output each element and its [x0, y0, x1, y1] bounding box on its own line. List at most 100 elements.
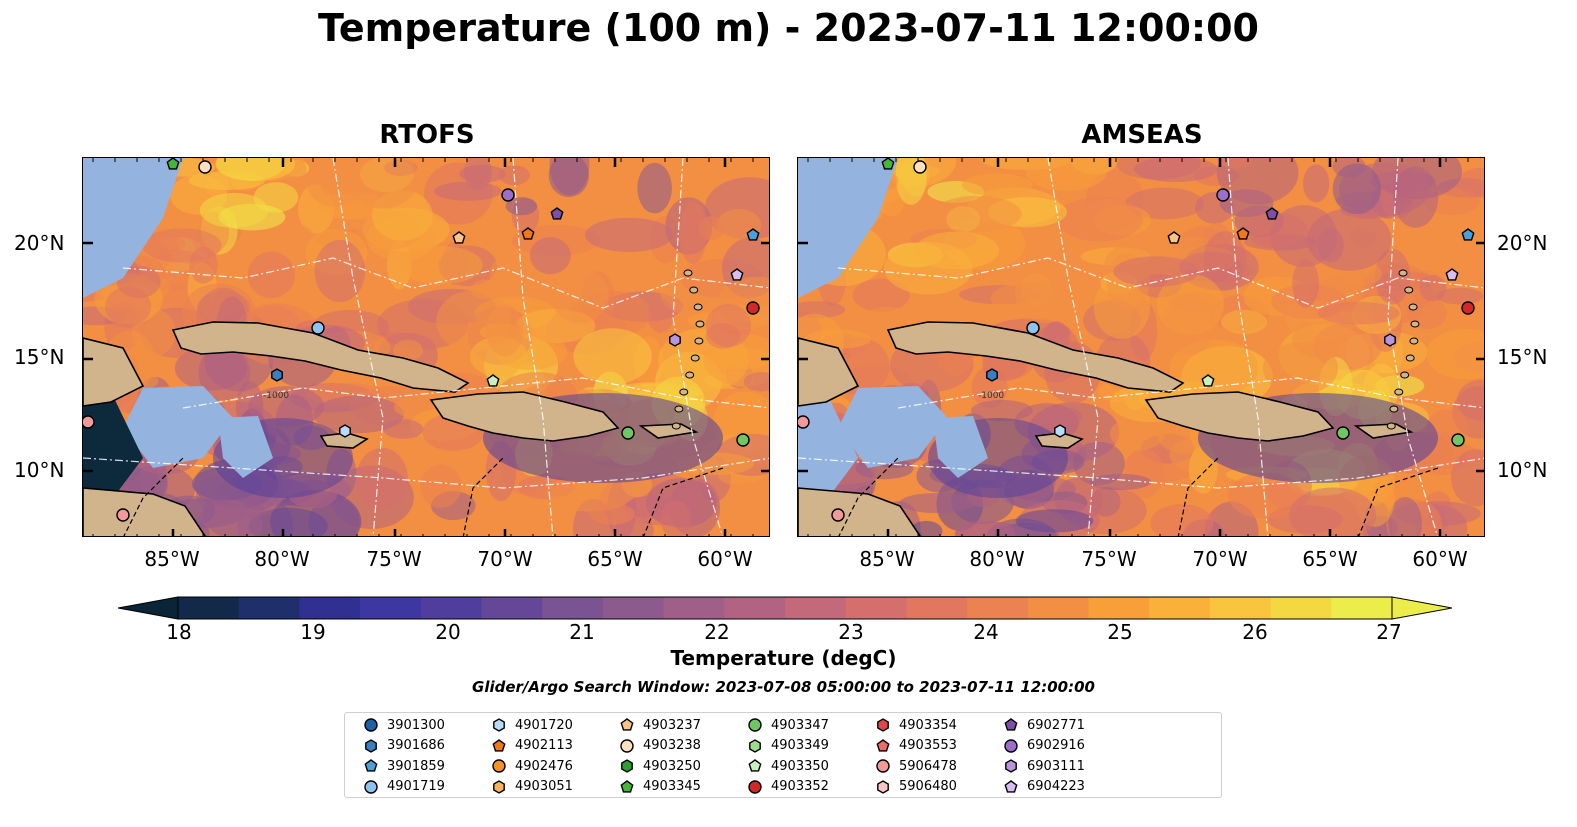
- xtick-p1-70w: 70°W: [477, 547, 533, 571]
- temperature-field: [990, 282, 1073, 316]
- float-marker-6903111[interactable]: [1384, 333, 1396, 347]
- temperature-field: [1374, 248, 1411, 305]
- float-marker-6902771[interactable]: [1265, 207, 1279, 220]
- legend-marker-4903347[interactable]: [748, 718, 762, 732]
- xtick-p2-80w: 80°W: [969, 547, 1025, 571]
- legend-marker-4903051[interactable]: [493, 779, 505, 794]
- legend-label: 3901686: [387, 738, 445, 753]
- float-marker-4903238[interactable]: [198, 160, 212, 174]
- temperature-field: [1289, 487, 1377, 536]
- legend-marker-4903553[interactable]: [876, 738, 890, 752]
- float-marker-5906478[interactable]: [83, 415, 95, 429]
- legend-marker-6902916[interactable]: [1004, 738, 1018, 753]
- lesser-antilles-island: [689, 286, 699, 294]
- float-marker-6903111[interactable]: [669, 333, 681, 347]
- float-marker-4901720[interactable]: [1054, 424, 1066, 438]
- temperature-field: [970, 399, 1033, 422]
- legend-marker-3901686[interactable]: [365, 738, 377, 753]
- float-marker-4903237[interactable]: [452, 231, 466, 244]
- colorbar-tick-25: 25: [1107, 620, 1133, 644]
- float-marker-6902916[interactable]: [1216, 188, 1230, 202]
- colorbar-tick-26: 26: [1242, 620, 1268, 644]
- float-marker-3901859[interactable]: [1461, 228, 1475, 241]
- float-marker-4903347[interactable]: [736, 433, 750, 447]
- legend-marker-4903350[interactable]: [748, 759, 762, 772]
- temperature-field: [1303, 164, 1330, 203]
- legend-marker-4901719[interactable]: [364, 779, 378, 794]
- float-marker-4903347[interactable]: [621, 426, 635, 440]
- legend-marker-6902771[interactable]: [1004, 718, 1018, 731]
- xtick-p2-75w: 75°W: [1081, 547, 1137, 571]
- float-marker-6904223[interactable]: [730, 268, 744, 281]
- float-marker-5906478[interactable]: [831, 508, 845, 522]
- float-marker-6904223[interactable]: [1445, 268, 1459, 281]
- legend-marker-5906480[interactable]: [877, 779, 889, 794]
- ytick-left-20n: 20°N: [14, 231, 65, 255]
- map-amseas[interactable]: -1000: [797, 157, 1485, 537]
- float-marker-4903237[interactable]: [1167, 231, 1181, 244]
- float-marker-4903238[interactable]: [913, 160, 927, 174]
- legend-item-4903237: 4903237: [619, 717, 701, 733]
- temperature-field: [1317, 301, 1400, 325]
- legend-item-4903250: 4903250: [619, 758, 701, 774]
- temperature-field: [1457, 167, 1484, 198]
- legend-marker-4903345[interactable]: [620, 779, 634, 793]
- legend-marker-3901859[interactable]: [364, 759, 378, 772]
- float-marker-4903347[interactable]: [1451, 433, 1465, 447]
- float-marker-4903352[interactable]: [1461, 301, 1475, 315]
- float-marker-4902113[interactable]: [521, 227, 535, 240]
- legend-item-4903238: 4903238: [619, 738, 701, 754]
- yucatan-land: [798, 337, 860, 407]
- temperature-field: [573, 328, 652, 385]
- float-marker-4903350[interactable]: [486, 374, 500, 387]
- legend-marker-4903354[interactable]: [877, 718, 889, 732]
- float-marker-3901686[interactable]: [271, 368, 283, 382]
- colorbar-label: Temperature (degC): [670, 646, 897, 670]
- float-marker-4903345[interactable]: [166, 158, 180, 170]
- legend-marker-5906478[interactable]: [876, 759, 890, 773]
- temperature-field: [1450, 449, 1484, 507]
- float-marker-6902771[interactable]: [550, 207, 564, 220]
- temperature-field: [546, 474, 636, 512]
- hexagon-icon: [877, 718, 889, 732]
- legend-marker-4903237[interactable]: [620, 718, 634, 731]
- legend-marker-4902476[interactable]: [492, 759, 506, 773]
- legend-marker-3901300[interactable]: [364, 718, 378, 732]
- float-marker-6902916[interactable]: [501, 188, 515, 202]
- temperature-field: [392, 339, 424, 362]
- lesser-antilles-island: [695, 320, 705, 328]
- colorbar-segment: [663, 597, 725, 619]
- float-marker-4903352[interactable]: [746, 301, 760, 315]
- lesser-antilles-island: [694, 337, 704, 345]
- float-marker-5906478[interactable]: [798, 415, 810, 429]
- legend-marker-6904223[interactable]: [1004, 779, 1018, 793]
- float-marker-3901859[interactable]: [746, 228, 760, 241]
- colorbar: [117, 593, 1453, 623]
- colorbar-segment: [1209, 597, 1272, 619]
- float-marker-5906478[interactable]: [116, 508, 130, 522]
- temperature-field: [1113, 256, 1199, 287]
- float-marker-4903345[interactable]: [881, 158, 895, 170]
- legend-marker-4903250[interactable]: [621, 759, 633, 773]
- float-marker-4901719[interactable]: [311, 321, 325, 335]
- legend-item-4903051: 4903051: [491, 779, 573, 795]
- legend-marker-4903238[interactable]: [620, 738, 634, 753]
- legend-marker-4902113[interactable]: [492, 738, 506, 752]
- lesser-antilles-island: [683, 269, 693, 277]
- float-marker-4903347[interactable]: [1336, 426, 1350, 440]
- legend-marker-6903111[interactable]: [1005, 759, 1017, 773]
- map-rtofs[interactable]: -1000: [82, 157, 770, 537]
- temperature-field: [1218, 158, 1253, 169]
- shallow-shelf: [933, 416, 988, 478]
- legend-marker-4901720[interactable]: [493, 718, 505, 732]
- hexagon-icon: [493, 718, 505, 732]
- float-marker-4901720[interactable]: [339, 424, 351, 438]
- lesser-antilles-island: [1408, 303, 1418, 311]
- float-marker-4902113[interactable]: [1236, 227, 1250, 240]
- float-marker-4903350[interactable]: [1201, 374, 1215, 387]
- lesser-antilles-island: [671, 422, 681, 430]
- float-marker-4901719[interactable]: [1026, 321, 1040, 335]
- legend-marker-4903352[interactable]: [748, 779, 762, 794]
- legend-marker-4903349[interactable]: [749, 738, 761, 753]
- float-marker-3901686[interactable]: [986, 368, 998, 382]
